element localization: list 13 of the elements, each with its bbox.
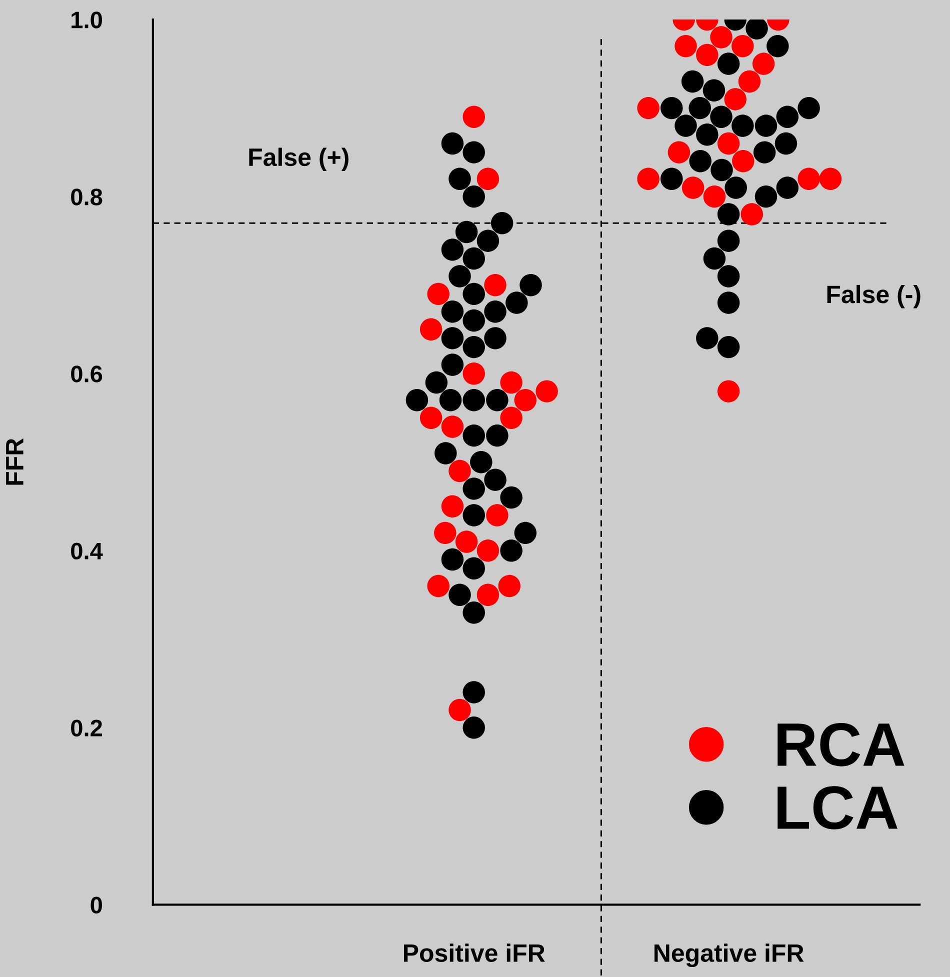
y-tick-label: 0.2 <box>71 720 102 736</box>
y-axis-title: FFR <box>6 438 24 485</box>
legend-label: RCA <box>778 723 904 766</box>
y-tick-label: 0.4 <box>71 542 103 560</box>
y-tick-label: 0.8 <box>71 188 102 206</box>
y-tick-label: 1.0 <box>72 12 102 28</box>
y-tick-label: 0.6 <box>71 366 102 382</box>
annotation: False (+) <box>249 148 348 172</box>
legend-label: LCA <box>778 786 898 830</box>
x-tick-label: Positive iFR <box>404 944 545 962</box>
y-tick-label: 0 <box>90 896 102 914</box>
x-tick-label: Negative iFR <box>654 944 804 968</box>
annotation: False (-) <box>827 284 920 308</box>
